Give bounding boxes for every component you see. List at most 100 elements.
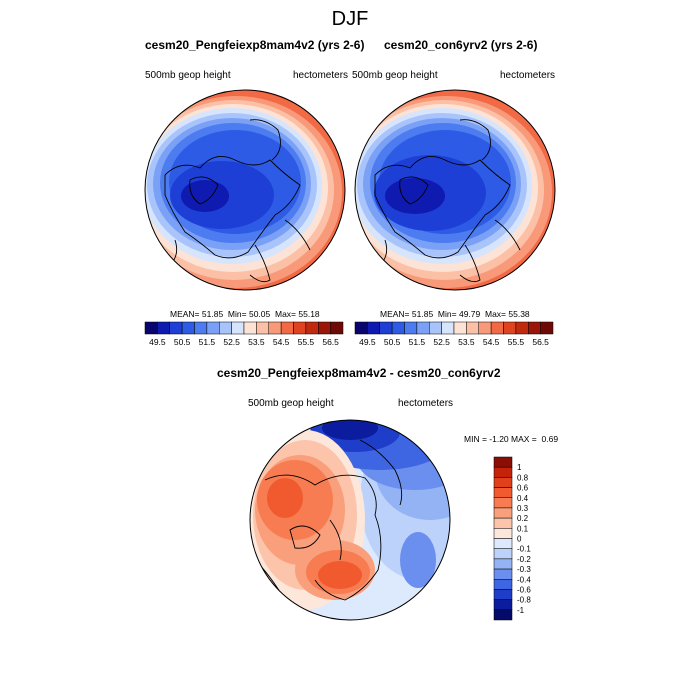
colorbar-panel1-swatch xyxy=(280,321,294,335)
colorbar-diff-swatch xyxy=(493,538,513,549)
colorbar-panel1-tick-label: 55.5 xyxy=(298,337,315,347)
colorbar-panel2-swatch xyxy=(478,321,492,335)
panel2-map xyxy=(355,90,555,290)
figure-title: DJF xyxy=(331,8,369,30)
colorbar-diff-tick-label: 0.1 xyxy=(517,524,529,533)
colorbar-panel1-tick-label: 56.5 xyxy=(322,337,339,347)
colorbar-panel2-tick-label: 56.5 xyxy=(532,337,549,347)
colorbar-diff-tick-label: 0 xyxy=(517,535,522,544)
colorbar-diff-swatch xyxy=(493,599,513,611)
colorbar-diff-swatch xyxy=(493,568,513,580)
colorbar-diff-tick-label: -1 xyxy=(517,606,525,615)
panel1-title: cesm20_Pengfeiexp8mam4v2 (yrs 2-6) xyxy=(145,38,365,52)
colorbar-panel2-swatch xyxy=(354,321,368,335)
colorbar-panel1-tick-label: 52.5 xyxy=(223,337,240,347)
colorbar-panel1-swatch xyxy=(293,321,307,335)
panel2-units-label: hectometers xyxy=(500,70,556,81)
diff-units-label: hectometers xyxy=(398,398,454,409)
colorbar-panel1-swatch xyxy=(194,321,208,335)
colorbar-diff-tick-label: -0.1 xyxy=(517,545,531,554)
colorbar-diff-tick-label: -0.3 xyxy=(517,565,531,574)
colorbar-diff-swatch xyxy=(493,528,513,539)
diff-map xyxy=(250,420,450,620)
colorbar-panel2-swatch xyxy=(540,321,554,335)
colorbar-panel2-swatch xyxy=(528,321,541,335)
colorbar-panel1-tick-label: 51.5 xyxy=(199,337,216,347)
colorbar-panel2-swatch xyxy=(466,321,479,335)
colorbar-panel2-swatch xyxy=(490,321,504,335)
colorbar-diff-swatch xyxy=(493,487,513,498)
panel2-map-border xyxy=(354,89,556,291)
colorbar-panel2-swatch xyxy=(429,321,442,335)
colorbar-panel1-tick-label: 53.5 xyxy=(248,337,265,347)
colorbar-panel1-swatch xyxy=(305,321,319,335)
colorbar-diff-swatch xyxy=(493,456,513,468)
colorbar-diff-tick-label: 0.6 xyxy=(517,484,529,493)
colorbar-panel1: 49.5 50.5 51.5 52.5 53.5 54.5 55.5 56.5 xyxy=(144,321,344,347)
colorbar-panel2-tick-label: 49.5 xyxy=(359,337,376,347)
colorbar-diff-swatch xyxy=(493,517,513,529)
colorbar-panel2-swatch xyxy=(416,321,430,335)
colorbar-diff-swatch xyxy=(493,558,513,570)
colorbar-panel1-swatch xyxy=(318,321,331,335)
colorbar-diff-swatch xyxy=(493,497,513,509)
panel1-variable-label: 500mb geop height xyxy=(145,70,231,81)
colorbar-panel2-tick-label: 50.5 xyxy=(384,337,401,347)
diff-map-border xyxy=(249,419,451,621)
colorbar-panel1-swatch xyxy=(169,321,183,335)
colorbar-panel2-swatch xyxy=(379,321,393,335)
colorbar-panel2-swatch xyxy=(404,321,418,335)
colorbar-panel1-swatch xyxy=(144,321,158,335)
colorbar-panel1-swatch xyxy=(219,321,232,335)
colorbar-panel2: 49.5 50.5 51.5 52.5 53.5 54.5 55.5 56.5 xyxy=(354,321,554,347)
panel2-variable-label: 500mb geop height xyxy=(352,70,438,81)
colorbar-panel2-tick-label: 53.5 xyxy=(458,337,475,347)
colorbar-panel1-swatch xyxy=(268,321,282,335)
colorbar-panel1-swatch xyxy=(157,321,170,335)
colorbar-panel2-tick-label: 52.5 xyxy=(433,337,450,347)
colorbar-panel2-tick-label: 54.5 xyxy=(483,337,500,347)
colorbar-panel2-tick-label: 55.5 xyxy=(508,337,525,347)
colorbar-panel2-swatch xyxy=(503,321,517,335)
panel2-stats: MEAN= 51.85 Min= 49.79 Max= 55.38 xyxy=(380,309,530,319)
colorbar-panel2-swatch xyxy=(441,321,455,335)
colorbar-panel1-swatch xyxy=(231,321,245,335)
diff-panel-title: cesm20_Pengfeiexp8mam4v2 - cesm20_con6yr… xyxy=(217,366,501,380)
colorbar-diff: 10.8 0.60.40.30.20.1 0-0.1-0.2-0.3-0.4-0.6… xyxy=(493,456,531,621)
colorbar-diff-tick-label: -0.2 xyxy=(517,555,531,564)
colorbar-diff-tick-label: 0.3 xyxy=(517,504,529,513)
colorbar-diff-swatch xyxy=(493,507,513,519)
colorbar-diff-swatch xyxy=(493,579,513,590)
panel1-stats: MEAN= 51.85 Min= 50.05 Max= 55.18 xyxy=(170,309,320,319)
colorbar-diff-tick-label: 0.4 xyxy=(517,494,529,503)
panel2-title: cesm20_con6yrv2 (yrs 2-6) xyxy=(384,38,538,52)
colorbar-panel2-swatch xyxy=(367,321,380,335)
colorbar-panel2-tick-label: 51.5 xyxy=(409,337,426,347)
panel2-coastlines xyxy=(374,119,521,283)
panel1-map-border xyxy=(144,89,346,291)
colorbar-diff-swatch xyxy=(493,477,513,488)
colorbar-panel2-swatch xyxy=(453,321,467,335)
colorbar-panel1-swatch xyxy=(256,321,269,335)
panel1-coastlines xyxy=(164,119,311,283)
colorbar-diff-swatch xyxy=(493,609,513,621)
colorbar-diff-tick-label: -0.4 xyxy=(517,575,531,584)
colorbar-diff-tick-label: 1 xyxy=(517,463,522,472)
diff-minmax: MIN = -1.20 MAX = 0.69 xyxy=(464,434,559,444)
colorbar-panel1-tick-label: 54.5 xyxy=(273,337,290,347)
colorbar-panel1-swatch xyxy=(181,321,195,335)
colorbar-diff-tick-label: 0.2 xyxy=(517,514,529,523)
colorbar-diff-tick-label: -0.8 xyxy=(517,596,531,605)
colorbar-diff-swatch xyxy=(493,548,513,560)
colorbar-diff-tick-label: 0.8 xyxy=(517,473,529,482)
colorbar-panel1-swatch xyxy=(243,321,257,335)
colorbar-panel1-swatch xyxy=(330,321,344,335)
panel1-map xyxy=(145,90,345,290)
diff-variable-label: 500mb geop height xyxy=(248,398,334,409)
colorbar-diff-swatch xyxy=(493,589,513,600)
colorbar-panel1-tick-label: 50.5 xyxy=(174,337,191,347)
colorbar-diff-tick-label: -0.6 xyxy=(517,585,531,594)
colorbar-diff-swatch xyxy=(493,466,513,478)
colorbar-panel1-swatch xyxy=(206,321,220,335)
